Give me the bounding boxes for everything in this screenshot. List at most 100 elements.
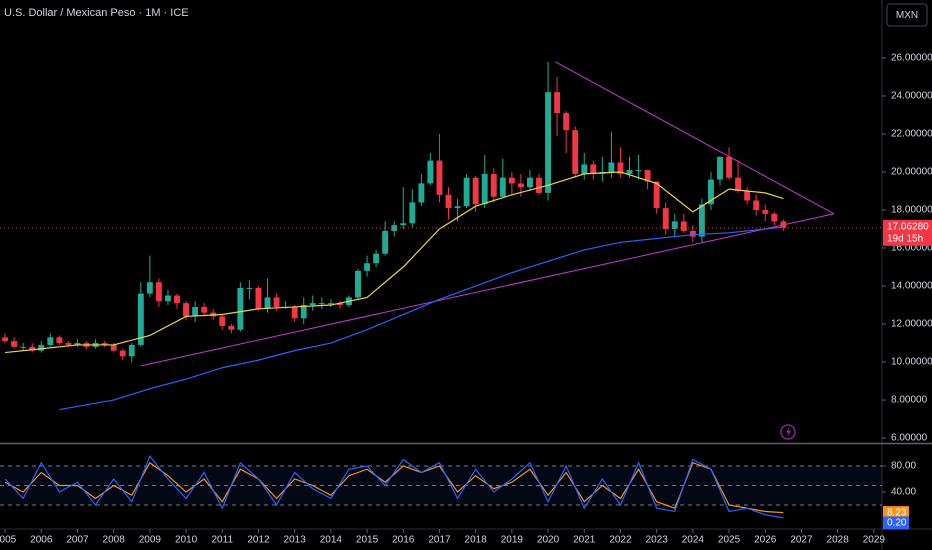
candle-body: [228, 325, 235, 330]
candle-body: [753, 200, 760, 211]
candle-body: [300, 305, 307, 319]
last-price-label: 17.06280: [887, 221, 929, 232]
candle-body: [608, 162, 615, 172]
currency-label[interactable]: MXN: [896, 10, 918, 21]
x-tick-label: 2028: [827, 535, 850, 546]
last-value-label: 8.23: [887, 507, 907, 518]
candle-body: [771, 213, 778, 222]
last-value-box: [883, 506, 909, 520]
candle-body: [2, 337, 9, 342]
x-tick-label: 2014: [320, 535, 343, 546]
x-tick-label: 2011: [212, 535, 234, 546]
moving-average: [5, 171, 784, 354]
x-tick-label: 2025: [718, 535, 741, 546]
candle-body: [780, 221, 787, 228]
y-tick-label: 12.00000: [891, 319, 932, 330]
last-value-box: [883, 516, 909, 530]
x-tick-label: 2021: [573, 535, 596, 546]
candle-body: [581, 164, 588, 174]
candle-body: [65, 343, 72, 345]
candle-body: [20, 346, 27, 348]
alert-icon[interactable]: [780, 424, 796, 440]
candle-body: [626, 170, 633, 174]
last-value-label: 0.20: [887, 518, 907, 529]
candle-body: [47, 337, 54, 345]
candle-body: [318, 303, 325, 305]
candle-body: [726, 156, 732, 178]
candle-body: [698, 204, 705, 237]
candle-body: [680, 221, 687, 231]
candle-body: [327, 303, 334, 305]
x-tick-label: 2029: [863, 535, 886, 546]
y-tick-label: 20.00000: [891, 167, 932, 178]
x-tick-label: 2015: [356, 535, 379, 546]
candle-body: [183, 303, 190, 317]
candle-body: [355, 270, 361, 298]
trend-line: [140, 213, 835, 367]
y-tick-label: 8.00000: [891, 395, 928, 406]
candle-body: [382, 230, 389, 254]
candle-body: [762, 210, 769, 214]
candle-body: [735, 177, 742, 191]
y-tick-label: 26.00000: [891, 53, 932, 64]
x-tick-label: 2020: [537, 535, 560, 546]
candle-body: [481, 173, 488, 205]
x-tick-label: 2016: [392, 535, 415, 546]
candle-body: [336, 303, 343, 306]
candle-body: [264, 297, 271, 309]
candle-body: [436, 160, 443, 195]
currency-button[interactable]: [886, 3, 928, 27]
alert-bolt[interactable]: [786, 427, 791, 437]
candle-body: [644, 170, 651, 182]
y-tick-label: 40.00: [891, 487, 916, 498]
x-tick-label: 2017: [428, 535, 451, 546]
candle-body: [201, 306, 208, 313]
candle-body: [409, 202, 416, 224]
x-tick-label: 2006: [30, 535, 53, 546]
y-tick-label: 22.00000: [891, 129, 932, 140]
y-tick-label: 80.00: [891, 461, 916, 472]
candle-body: [554, 92, 561, 114]
candle-body: [517, 183, 524, 188]
candle-body: [364, 263, 370, 271]
y-tick-label: 10.00000: [891, 357, 932, 368]
candle-body: [101, 343, 108, 345]
candle-body: [128, 344, 135, 357]
y-tick-label: 16.00000: [891, 243, 932, 254]
x-tick-label: 2008: [103, 535, 126, 546]
candle-body: [373, 253, 380, 264]
candle-body: [689, 230, 696, 237]
candle-body: [635, 170, 642, 172]
candle-body: [427, 160, 434, 184]
candle-body: [671, 221, 678, 230]
candle-body: [472, 177, 479, 205]
candle-body: [192, 306, 199, 317]
x-tick-label: 2018: [465, 535, 488, 546]
moving-average: [59, 226, 784, 411]
alert-circle[interactable]: [780, 424, 796, 440]
y-tick-label: 14.00000: [891, 281, 932, 292]
trend-line: [555, 61, 835, 215]
candle-body: [38, 344, 45, 351]
x-tick-label: 2012: [247, 535, 270, 546]
candle-body: [400, 223, 407, 226]
x-tick-label: 2024: [682, 535, 705, 546]
candle-body: [653, 181, 660, 209]
y-tick-label: 24.00000: [891, 91, 932, 102]
candle-body: [536, 177, 542, 193]
oscillator-line: [4, 461, 784, 514]
candle-body: [454, 206, 461, 209]
candle-body: [110, 344, 117, 351]
x-tick-label: 2019: [501, 535, 524, 546]
y-tick-label: 18.00000: [891, 205, 932, 216]
x-tick-label: 2005: [0, 535, 17, 546]
candle-body: [445, 194, 452, 209]
candle-body: [563, 113, 570, 131]
candle-body: [527, 177, 533, 188]
candle-body: [246, 287, 253, 289]
x-tick-label: 2027: [790, 535, 813, 546]
candle-body: [11, 341, 18, 347]
